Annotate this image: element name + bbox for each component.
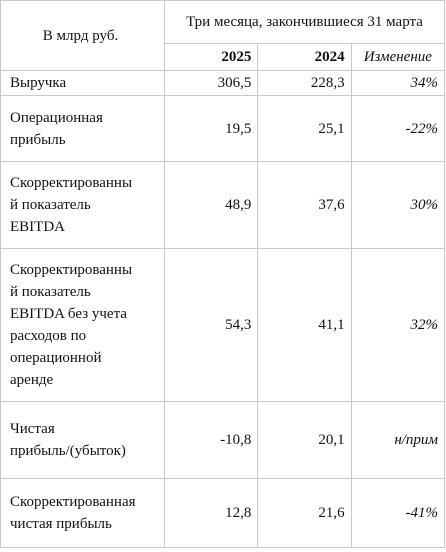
row-label-line: расходов по — [10, 328, 87, 344]
row-label-line: чистая прибыль — [10, 516, 112, 532]
value-2024: 20,1 — [257, 401, 352, 479]
value-2025: -10,8 — [163, 401, 259, 479]
row-label: Скорректированная чистая прибыль — [0, 478, 165, 548]
row-label-line: Скорректированная — [10, 494, 136, 510]
value-2025: 19,5 — [163, 95, 259, 162]
column-header-2024: 2024 — [257, 43, 352, 71]
row-label-line: прибыль — [10, 131, 66, 148]
table-row-revenue: Выручка 306,5 228,3 34% — [0, 70, 446, 96]
row-label-line: Операционная — [10, 109, 103, 126]
row-label: Скорректированны й показатель EBITDA без… — [0, 248, 165, 402]
row-label-line: й показатель — [10, 197, 91, 213]
row-label-line: Выручка — [10, 75, 67, 91]
column-header-2025: 2025 — [163, 43, 259, 71]
value-2024: 228,3 — [257, 70, 352, 96]
period-label: Три месяца, закончившиеся 31 марта — [164, 0, 445, 44]
value-2025: 306,5 — [163, 70, 259, 96]
value-2025: 48,9 — [163, 161, 259, 249]
value-2025: 54,3 — [163, 248, 259, 402]
row-label-line: EBITDA — [10, 219, 65, 235]
row-label-line: EBITDA без учета — [10, 306, 127, 322]
value-change: -22% — [350, 95, 446, 162]
value-change: -41% — [350, 478, 446, 548]
value-2024: 41,1 — [257, 248, 352, 402]
table-row-adjusted-ebitda: Скорректированны й показатель EBITDA 48,… — [0, 161, 446, 249]
value-change: 32% — [350, 248, 446, 402]
header-row-period: В млрд руб. Три месяца, закончившиеся 31… — [0, 0, 445, 71]
row-label-line: аренде — [10, 372, 54, 388]
value-change: 30% — [350, 161, 446, 249]
row-label: Операционная прибыль — [0, 95, 165, 162]
row-label-line: й показатель — [10, 284, 91, 300]
row-label-line: Скорректированны — [10, 262, 133, 278]
row-label: Чистая прибыль/(убыток) — [0, 401, 165, 479]
row-label: Выручка — [0, 70, 165, 96]
row-label-line: операционной — [10, 350, 102, 366]
table-row-adjusted-net-profit: Скорректированная чистая прибыль 12,8 21… — [0, 478, 446, 548]
value-change: 34% — [350, 70, 446, 96]
row-label: Скорректированны й показатель EBITDA — [0, 161, 165, 249]
table-row-net-profit: Чистая прибыль/(убыток) -10,8 20,1 н/при… — [0, 401, 446, 479]
value-2024: 21,6 — [257, 478, 352, 548]
header-row-columns: 2025 2024 Изменение — [1, 43, 446, 71]
table-row-operating-profit: Операционная прибыль 19,5 25,1 -22% — [0, 95, 446, 162]
unit-label: В млрд руб. — [0, 0, 165, 71]
value-2025: 12,8 — [163, 478, 259, 548]
table-row-adjusted-ebitda-excl-lease: Скорректированны й показатель EBITDA без… — [0, 248, 446, 402]
row-label-line: Чистая — [10, 421, 55, 437]
row-label-line: прибыль/(убыток) — [10, 443, 126, 459]
value-2024: 37,6 — [257, 161, 352, 249]
row-label-line: Скорректированны — [10, 175, 133, 191]
value-change: н/прим — [350, 401, 446, 479]
value-2024: 25,1 — [257, 95, 352, 162]
column-header-change: Изменение — [350, 43, 446, 71]
